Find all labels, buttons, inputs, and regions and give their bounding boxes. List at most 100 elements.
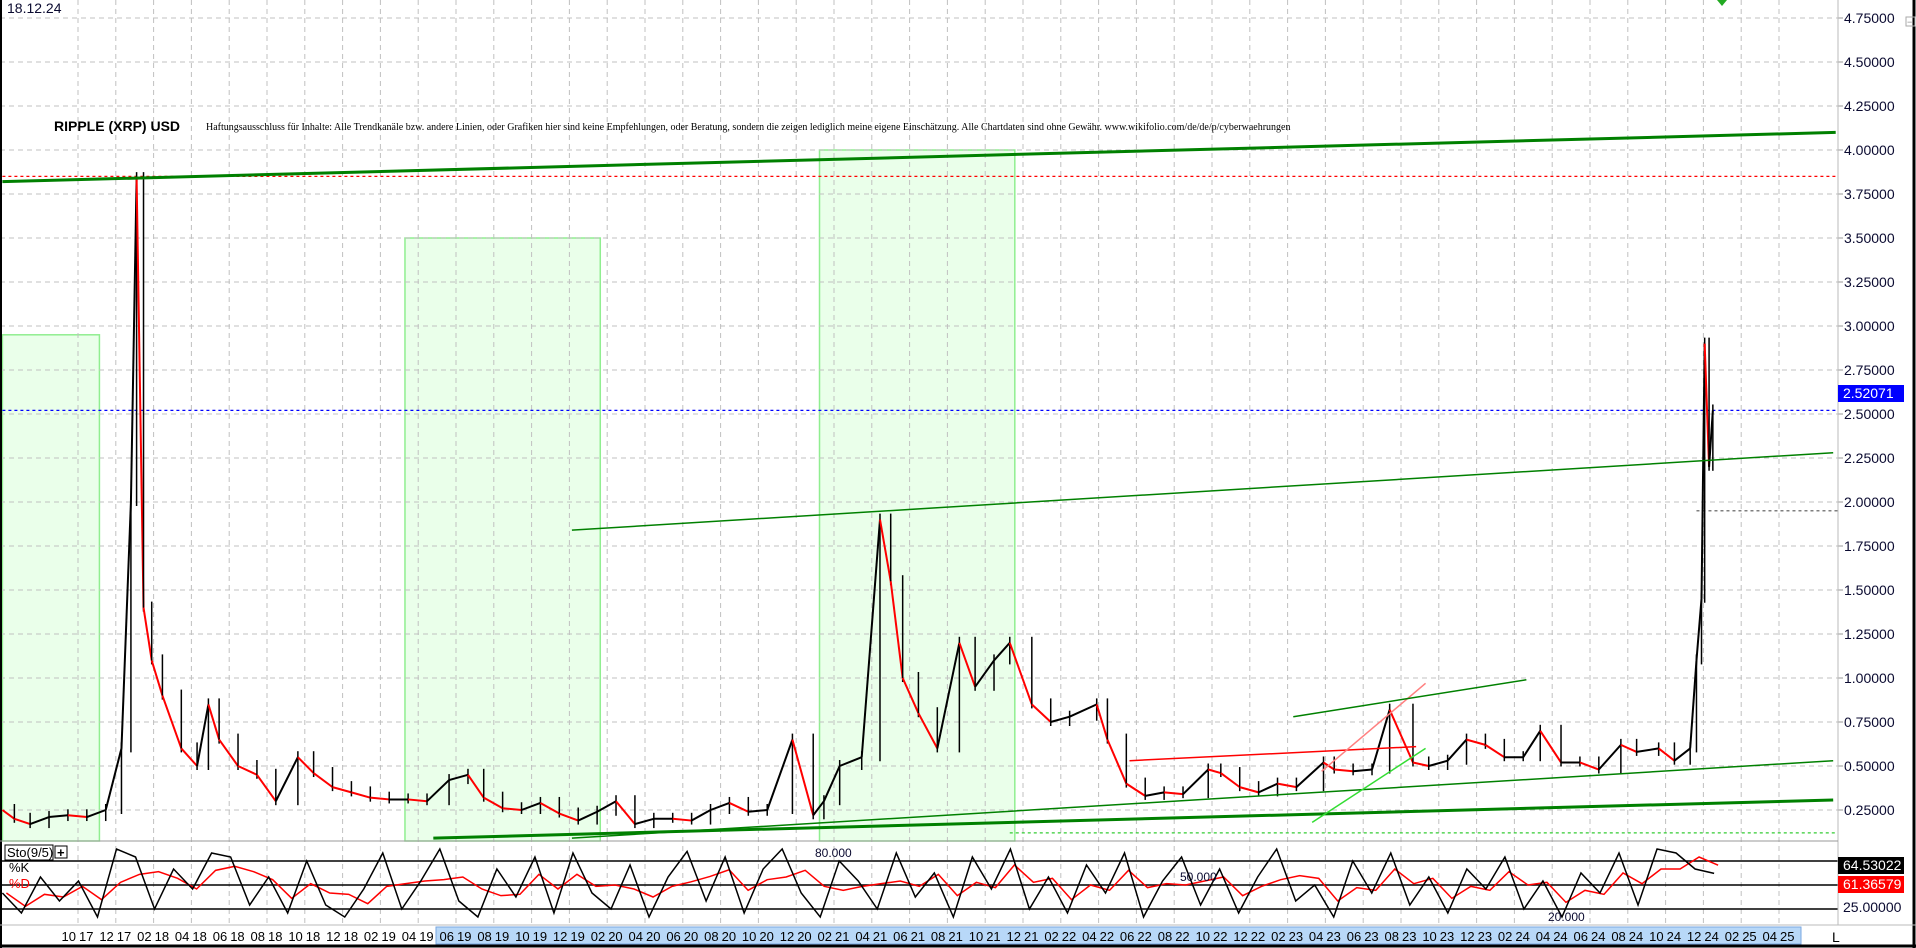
x-tick-month: 12 bbox=[99, 929, 113, 944]
x-tick-month: 04 bbox=[402, 929, 416, 944]
disclaimer-text: Haftungsausschluss für Inhalte: Alle Tre… bbox=[206, 122, 1291, 133]
x-tick-year: 21 bbox=[986, 929, 1000, 944]
level-50-label: 50.000 bbox=[1180, 870, 1217, 884]
price-segment bbox=[370, 796, 390, 801]
trendline[interactable] bbox=[1129, 745, 1417, 762]
trendline[interactable] bbox=[571, 759, 1834, 839]
price-segment bbox=[448, 773, 469, 782]
price-segment bbox=[812, 800, 825, 816]
x-tick-year: 18 bbox=[230, 929, 244, 944]
price-segment bbox=[823, 765, 841, 802]
price-segment bbox=[426, 779, 450, 802]
price-segment bbox=[1428, 759, 1448, 767]
y-tick-label: 0.50000 bbox=[1844, 758, 1895, 774]
level-20-label: 20.000 bbox=[1548, 910, 1585, 924]
price-segment bbox=[1334, 768, 1354, 773]
x-tick-month: 04 bbox=[855, 929, 869, 944]
price-segment bbox=[1145, 791, 1165, 797]
price-segment bbox=[180, 747, 198, 767]
y-tick-label: 3.25000 bbox=[1844, 274, 1895, 290]
price-series bbox=[1, 172, 1714, 829]
x-tick-year: 23 bbox=[1364, 929, 1378, 944]
price-segment bbox=[1, 809, 15, 820]
price-segment bbox=[634, 817, 655, 826]
y-tick-label: 2.50000 bbox=[1844, 406, 1895, 422]
y-tick-label: 3.50000 bbox=[1844, 230, 1895, 246]
chart-title: RIPPLE (XRP) USD bbox=[54, 118, 180, 134]
price-segment bbox=[691, 809, 712, 822]
collapse-icon[interactable] bbox=[1905, 16, 1916, 27]
collapse-glyph: − bbox=[1907, 17, 1912, 27]
price-segment bbox=[1598, 744, 1622, 771]
stochastic-panel bbox=[0, 846, 1838, 920]
x-tick-month: 04 bbox=[629, 929, 643, 944]
price-segment bbox=[860, 519, 881, 758]
x-tick-month: 12 bbox=[553, 929, 567, 944]
price-segment bbox=[237, 765, 258, 776]
x-tick-year: 21 bbox=[835, 929, 849, 944]
indicator-label-box[interactable] bbox=[4, 844, 54, 861]
grid-lines bbox=[0, 0, 1838, 925]
x-tick-month: 04 bbox=[1763, 929, 1777, 944]
x-tick-year: 18 bbox=[268, 929, 282, 944]
trendline[interactable] bbox=[2, 130, 1836, 184]
x-tick-month: 12 bbox=[1460, 929, 1474, 944]
price-segment bbox=[1125, 782, 1146, 797]
x-tick-year: 22 bbox=[1251, 929, 1265, 944]
trendline[interactable] bbox=[1293, 679, 1527, 718]
y-tick-label: 4.25000 bbox=[1844, 98, 1895, 114]
price-segment bbox=[129, 178, 138, 503]
x-tick-month: 02 bbox=[818, 929, 832, 944]
price-segment bbox=[993, 642, 1011, 662]
price-segment bbox=[958, 642, 977, 688]
x-tick-year: 17 bbox=[117, 929, 131, 944]
x-tick-month: 08 bbox=[477, 929, 491, 944]
x-tick-year: 20 bbox=[797, 929, 811, 944]
trendlines[interactable] bbox=[2, 130, 1836, 840]
x-tick-month: 06 bbox=[1347, 929, 1361, 944]
price-segment bbox=[748, 809, 768, 813]
price-segment bbox=[1095, 704, 1109, 740]
time-axis[interactable]: 10 17 12 17 02 18 04 18 06 18 08 18 10 18 12 18 02 19 04 19… bbox=[62, 926, 1802, 945]
last-k-badge bbox=[1838, 857, 1904, 874]
y-tick-label: 3.00000 bbox=[1844, 318, 1895, 334]
x-tick-year: 23 bbox=[1478, 929, 1492, 944]
price-segment bbox=[1353, 768, 1373, 773]
x-tick-month: 08 bbox=[1611, 929, 1625, 944]
price-axis[interactable]: 4.75000 4.50000 4.25000 4.00000 3.75000 3.500… bbox=[1838, 10, 1895, 818]
price-segment bbox=[120, 501, 132, 749]
price-segment bbox=[207, 704, 221, 740]
x-tick-month: 10 bbox=[515, 929, 529, 944]
log-scale-button[interactable]: L bbox=[1832, 929, 1840, 945]
x-tick-month: 02 bbox=[364, 929, 378, 944]
x-tick-year: 24 bbox=[1515, 929, 1529, 944]
price-segment bbox=[67, 814, 87, 819]
highlight-zone bbox=[818, 149, 1016, 842]
time-axis-highlight bbox=[435, 926, 1802, 945]
x-tick-year: 20 bbox=[759, 929, 773, 944]
x-tick-month: 02 bbox=[1725, 929, 1739, 944]
x-tick-month: 02 bbox=[591, 929, 605, 944]
price-segment bbox=[1239, 786, 1259, 794]
price-segment bbox=[1658, 747, 1676, 762]
stoch-k-line bbox=[1, 846, 1715, 920]
x-tick-month: 06 bbox=[666, 929, 680, 944]
price-segment bbox=[1050, 715, 1070, 723]
price-segment bbox=[48, 814, 69, 819]
y-tick-label: 1.25000 bbox=[1844, 626, 1895, 642]
trendline[interactable] bbox=[571, 451, 1834, 531]
x-tick-year: 19 bbox=[533, 929, 547, 944]
price-segment bbox=[161, 695, 183, 749]
trendline[interactable] bbox=[1311, 747, 1426, 823]
price-segment bbox=[1636, 747, 1659, 753]
price-segment bbox=[1695, 598, 1703, 661]
x-tick-month: 10 bbox=[969, 929, 983, 944]
x-tick-month: 04 bbox=[175, 929, 189, 944]
last-k-value: 64.53022 bbox=[1843, 857, 1902, 873]
x-tick-year: 19 bbox=[419, 929, 433, 944]
add-indicator-button[interactable] bbox=[54, 845, 68, 859]
price-segment bbox=[766, 739, 794, 811]
price-segment bbox=[14, 817, 31, 826]
price-segment bbox=[1689, 660, 1698, 749]
